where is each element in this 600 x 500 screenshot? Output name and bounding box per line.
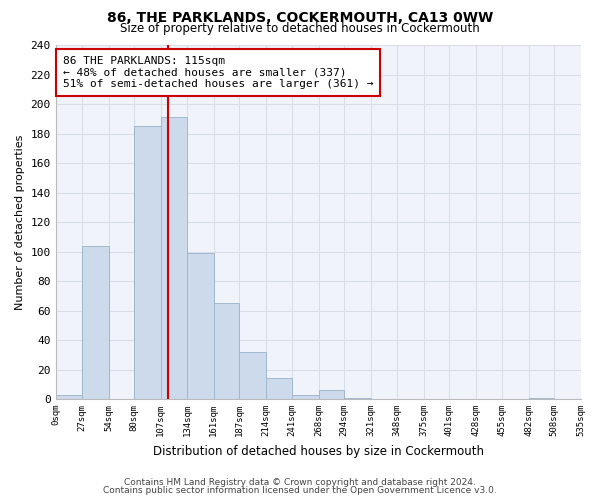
Bar [344,398,371,399]
Bar [292,394,319,399]
Bar [82,246,109,399]
Text: Contains public sector information licensed under the Open Government Licence v3: Contains public sector information licen… [103,486,497,495]
Bar [161,118,187,399]
Text: Size of property relative to detached houses in Cockermouth: Size of property relative to detached ho… [120,22,480,35]
Bar [239,352,266,399]
Text: 86 THE PARKLANDS: 115sqm
← 48% of detached houses are smaller (337)
51% of semi-: 86 THE PARKLANDS: 115sqm ← 48% of detach… [62,56,373,89]
Bar [214,303,239,399]
Bar [134,126,161,399]
Y-axis label: Number of detached properties: Number of detached properties [15,134,25,310]
Text: Contains HM Land Registry data © Crown copyright and database right 2024.: Contains HM Land Registry data © Crown c… [124,478,476,487]
Bar [187,253,214,399]
Bar [529,398,554,399]
Bar [319,390,344,399]
Text: 86, THE PARKLANDS, COCKERMOUTH, CA13 0WW: 86, THE PARKLANDS, COCKERMOUTH, CA13 0WW [107,11,493,25]
Bar [56,394,82,399]
X-axis label: Distribution of detached houses by size in Cockermouth: Distribution of detached houses by size … [152,444,484,458]
Bar [266,378,292,399]
